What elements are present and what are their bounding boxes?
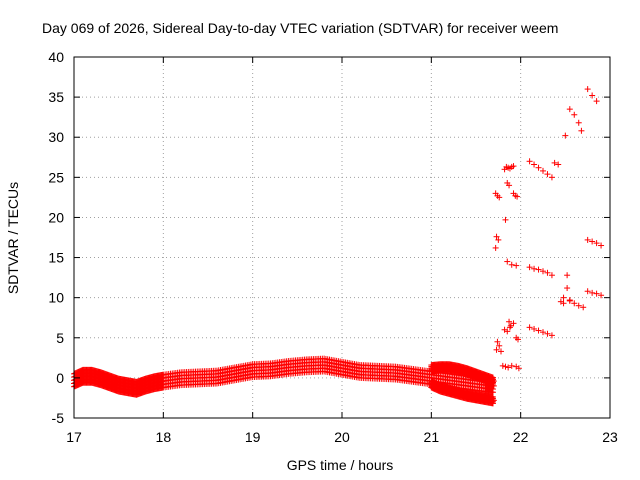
data-point (492, 244, 499, 251)
data-point (535, 164, 542, 171)
data-point (506, 182, 513, 189)
y-tick-label: -5 (52, 410, 65, 426)
data-point (510, 320, 517, 327)
data-point (584, 288, 591, 295)
data-point (499, 362, 506, 369)
data-point (575, 119, 582, 126)
grid-lines (74, 57, 610, 418)
data-point (504, 258, 511, 265)
data-point (560, 300, 567, 307)
data-point (489, 374, 496, 381)
data-point (506, 318, 513, 325)
data-point (593, 290, 600, 297)
data-point (580, 304, 587, 311)
data-point (502, 363, 509, 370)
data-point (526, 264, 533, 271)
y-tick-label: 5 (56, 330, 64, 346)
data-point (535, 266, 542, 273)
data-point (526, 324, 533, 331)
data-point (505, 364, 512, 371)
data-point (548, 332, 555, 339)
data-point (548, 272, 555, 279)
x-tick-label: 18 (156, 429, 172, 445)
data-point (571, 300, 578, 307)
x-tick-label: 22 (513, 429, 529, 445)
x-tick-label: 17 (66, 429, 82, 445)
data-point (544, 269, 551, 276)
data-point (531, 161, 538, 168)
data-point (560, 294, 567, 301)
chart-title: Day 069 of 2026, Sidereal Day-to-day VTE… (42, 20, 558, 36)
data-point (502, 216, 509, 223)
data-point (564, 285, 571, 292)
x-tick-label: 19 (245, 429, 261, 445)
data-point (490, 397, 497, 404)
y-tick-label: 25 (48, 169, 64, 185)
data-point (510, 163, 517, 170)
y-tick-label: 35 (48, 89, 64, 105)
data-point (540, 167, 546, 174)
data-point (593, 98, 600, 105)
data-point (493, 346, 500, 353)
data-point (593, 240, 600, 247)
data-point (598, 292, 605, 299)
y-tick-label: 40 (48, 49, 64, 65)
data-point (544, 171, 551, 178)
tick-labels: 17 18 19 20 21 22 23 -5 0 5 10 15 20 25 30 35 40 (48, 49, 618, 445)
axis-ticks (73, 56, 611, 419)
y-tick-label: 20 (48, 209, 64, 225)
data-point (571, 111, 578, 118)
data-point (544, 330, 551, 337)
data-point (540, 268, 546, 275)
data-point (564, 272, 571, 279)
y-tick-label: 10 (48, 290, 64, 306)
y-axis-label: SDTVAR / TECUs (5, 182, 21, 294)
data-point (548, 174, 555, 181)
data-point (496, 194, 503, 201)
data-point (562, 132, 569, 139)
y-tick-label: 15 (48, 250, 64, 266)
data-point (494, 338, 501, 345)
data-point (540, 329, 546, 336)
data-point (508, 261, 515, 268)
data-point (589, 92, 596, 99)
data-point (531, 325, 538, 332)
data-point (514, 193, 521, 200)
data-point (531, 265, 538, 272)
x-tick-label: 20 (334, 429, 350, 445)
data-point (490, 378, 497, 385)
x-axis-label: GPS time / hours (287, 457, 394, 473)
y-tick-label: 0 (56, 370, 64, 386)
data-point (555, 161, 562, 168)
data-point (575, 302, 582, 309)
data-point (506, 324, 513, 331)
data-point (578, 127, 585, 134)
data-point (496, 342, 503, 349)
data-point (589, 238, 596, 245)
data-point (598, 242, 605, 249)
y-tick-label: 30 (48, 129, 64, 145)
data-points (71, 86, 605, 407)
data-point (504, 328, 511, 335)
data-point (589, 289, 596, 296)
x-tick-label: 23 (602, 429, 618, 445)
data-point (515, 365, 522, 372)
data-point (551, 159, 558, 166)
data-point (584, 86, 591, 93)
data-point (526, 158, 533, 165)
x-tick-label: 21 (424, 429, 440, 445)
data-point (495, 236, 502, 243)
data-point (489, 393, 496, 400)
data-point (535, 327, 542, 334)
data-point (566, 106, 573, 113)
data-point (498, 348, 505, 355)
data-point (513, 262, 520, 269)
data-point (584, 236, 591, 243)
data-point (508, 362, 515, 369)
data-point (514, 336, 521, 343)
data-point (493, 233, 500, 240)
data-point (566, 297, 573, 304)
